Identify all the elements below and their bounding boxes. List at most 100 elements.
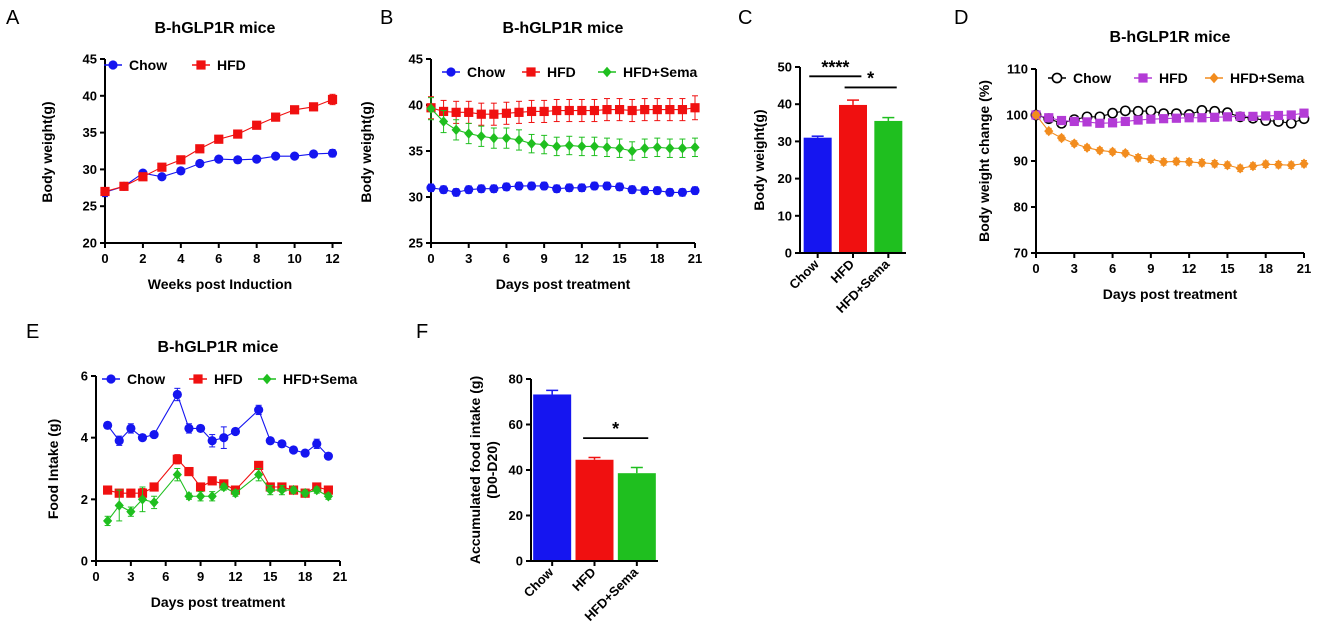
x-tick-label: 18 [1258, 261, 1272, 276]
data-point [176, 166, 186, 176]
x-tick-label: 12 [1182, 261, 1196, 276]
x-tick-label: 3 [127, 569, 134, 584]
data-point [300, 487, 310, 499]
data-point [464, 185, 474, 195]
data-point [1145, 105, 1157, 117]
data-point [426, 183, 436, 193]
data-point [137, 433, 148, 443]
data-point [1235, 163, 1245, 174]
data-point [103, 420, 113, 430]
panel-d: D B-hGLP1R mice Days post treatment Body we… [954, 7, 1311, 302]
data-point [1286, 110, 1296, 120]
y-tick-label: 110 [1007, 62, 1028, 77]
data-point [665, 105, 675, 115]
data-point [564, 105, 574, 116]
panel-label: B [380, 7, 393, 29]
legend-item: HFD [192, 57, 246, 73]
legend-label: HFD+Sema [1230, 70, 1305, 86]
legend-marker [602, 66, 612, 78]
data-point [451, 187, 461, 197]
data-point [195, 491, 206, 502]
data-point [589, 181, 600, 191]
data-point [1184, 113, 1194, 123]
x-tick-label: 12 [228, 569, 242, 584]
x-axis-label: Days post treatment [151, 594, 286, 610]
chart-title: B-hGLP1R mice [503, 20, 624, 37]
x-tick-label: 21 [1297, 261, 1311, 276]
x-tick-label: 3 [1071, 261, 1078, 276]
x-tick-label: 6 [215, 251, 222, 266]
y-tick-label: 100 [1006, 108, 1028, 123]
legend-marker [1051, 72, 1063, 84]
data-point [1197, 157, 1207, 169]
panel-f: F Accumulated food intake (g) (D0-D20) 0 20 4… [416, 321, 658, 624]
series-chow [426, 181, 700, 197]
bar [533, 394, 572, 561]
data-point [451, 124, 461, 136]
data-point [327, 94, 338, 105]
data-point [157, 172, 167, 182]
data-point [1095, 118, 1105, 128]
data-point [1222, 112, 1233, 122]
data-point [1120, 116, 1130, 127]
y-tick-label: 35 [83, 125, 97, 140]
data-point [652, 185, 662, 196]
y-axis-label: Food Intake (g) [45, 419, 61, 519]
data-point [265, 484, 275, 496]
data-point [271, 151, 281, 161]
data-point [195, 423, 206, 434]
bar [575, 459, 614, 561]
x-tick-label: 15 [263, 569, 277, 584]
data-point [464, 128, 474, 139]
legend-marker [446, 67, 456, 77]
data-point [114, 500, 124, 511]
data-point [501, 182, 512, 192]
data-point [577, 183, 587, 193]
data-point [1132, 105, 1144, 117]
y-tick-label: 20 [778, 171, 792, 186]
x-category-label: HFD [828, 257, 857, 286]
data-point [288, 484, 299, 496]
panel-e: E B-hGLP1R mice Days post treatment Food In… [26, 321, 358, 610]
data-point [1069, 138, 1079, 149]
y-tick-label: 10 [778, 208, 792, 223]
legend-item: HFD [522, 64, 576, 80]
series-line [1035, 109, 1305, 124]
data-point [195, 144, 205, 154]
x-tick-label: 2 [139, 251, 146, 266]
data-point [254, 460, 264, 471]
data-point [1133, 115, 1143, 125]
data-point [1286, 159, 1296, 171]
data-point [652, 142, 662, 153]
x-category-label: HFD [569, 565, 598, 594]
y-tick-label: 0 [516, 554, 523, 569]
data-point [501, 108, 512, 118]
y-axis-label: Accumulated food intake (g) [467, 376, 483, 564]
data-point [1119, 105, 1131, 117]
x-tick-label: 15 [1220, 261, 1234, 276]
data-point [233, 155, 243, 165]
x-tick-label: 12 [325, 251, 339, 266]
significance-label: **** [821, 57, 849, 77]
data-point [323, 451, 333, 461]
x-tick-label: 0 [101, 251, 108, 266]
x-tick-label: 21 [333, 569, 347, 584]
x-tick-label: 4 [177, 251, 185, 266]
legend-label: Chow [1073, 70, 1111, 86]
data-point [157, 162, 167, 172]
x-tick-label: 0 [427, 251, 434, 266]
panel-label: C [738, 7, 752, 29]
series-chow [100, 148, 338, 198]
data-point [1299, 158, 1309, 169]
data-point [312, 484, 322, 496]
panel-a: A B-hGLP1R mice Weeks post Induction Body w… [6, 7, 342, 292]
data-point [476, 109, 486, 119]
data-point [1044, 125, 1054, 137]
data-point [1095, 145, 1105, 156]
bar [617, 473, 656, 561]
data-point [552, 141, 562, 152]
data-point [172, 469, 182, 480]
y-tick-label: 40 [509, 463, 523, 478]
panel-label: D [954, 7, 968, 29]
